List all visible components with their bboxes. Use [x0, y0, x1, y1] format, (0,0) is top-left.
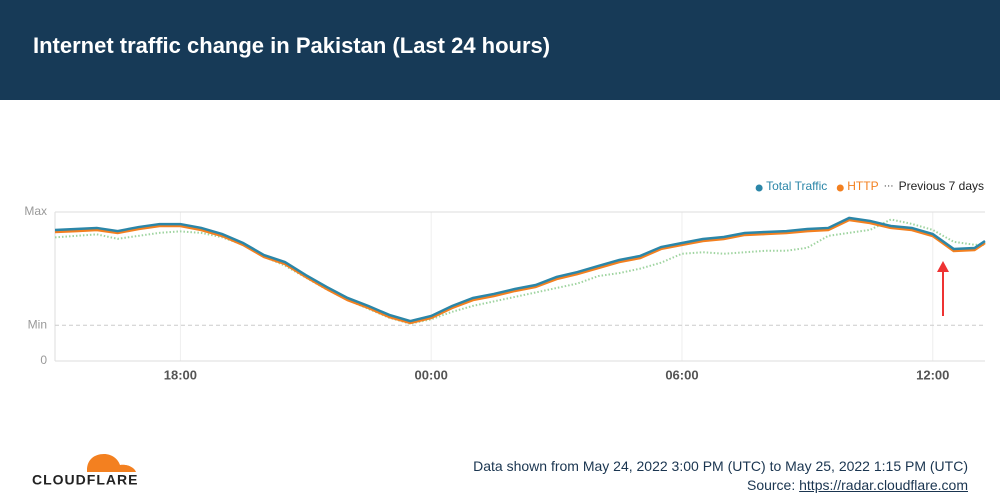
legend-marker: ··· — [884, 181, 894, 192]
source: Source: https://radar.cloudflare.com — [473, 476, 968, 495]
legend-marker — [755, 184, 763, 192]
title: Internet traffic change in Pakistan (Las… — [33, 33, 551, 58]
x-tick-label: 06:00 — [665, 367, 698, 382]
x-tick-label: 12:00 — [916, 367, 949, 382]
legend-label: Previous 7 days — [899, 179, 984, 193]
legend-label: HTTP — [847, 179, 878, 193]
arrow-head — [937, 261, 949, 272]
legend-marker — [836, 184, 844, 192]
footer: Data shown from May 24, 2022 3:00 PM (UT… — [473, 457, 968, 495]
header: Internet traffic change in Pakistan (Las… — [0, 0, 1000, 100]
legend-label: Total Traffic — [766, 179, 827, 193]
range: Data shown from May 24, 2022 3:00 PM (UT… — [473, 458, 968, 474]
series-line — [54, 216, 986, 323]
logo-text: CLOUDFLARE — [32, 472, 138, 488]
x-tick-label: 00:00 — [415, 367, 448, 382]
series-line — [54, 218, 985, 325]
series-line — [54, 218, 986, 325]
y-tick-label: Min — [28, 317, 47, 331]
chart: 18:00 00:00 06:00 12:00 0 Min Max Previous 7 da… — [24, 179, 986, 382]
y-tick-label: Max — [24, 204, 47, 218]
logo: CLOUDFLARE — [32, 454, 138, 488]
y-tick-label: 0 — [40, 353, 47, 367]
x-tick-label: 18:00 — [164, 367, 197, 382]
source-link[interactable]: https://radar.cloudflare.com — [799, 477, 968, 493]
legend: Previous 7 days ··· HTTP Total Traffic — [755, 179, 984, 193]
source-label: Source: — [746, 477, 796, 493]
logo-cloud — [87, 454, 136, 472]
